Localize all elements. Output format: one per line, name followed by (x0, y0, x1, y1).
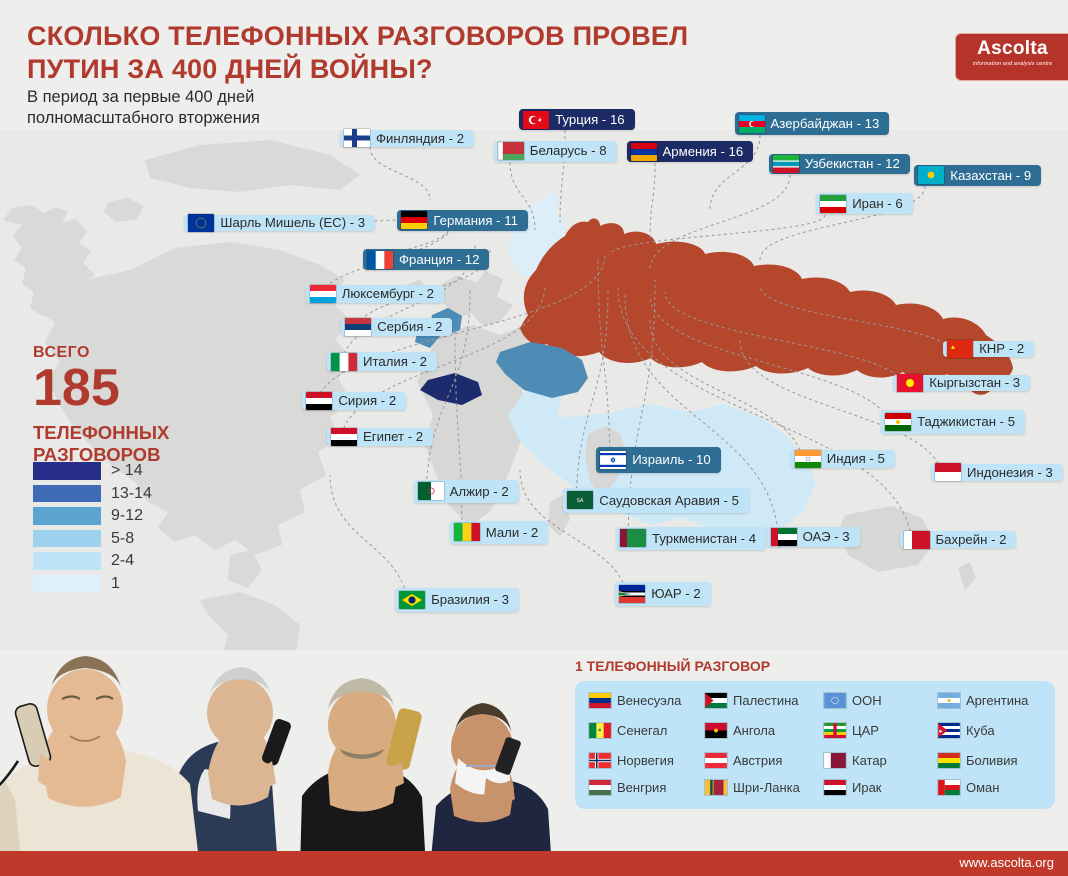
svg-text:SA: SA (577, 498, 584, 504)
